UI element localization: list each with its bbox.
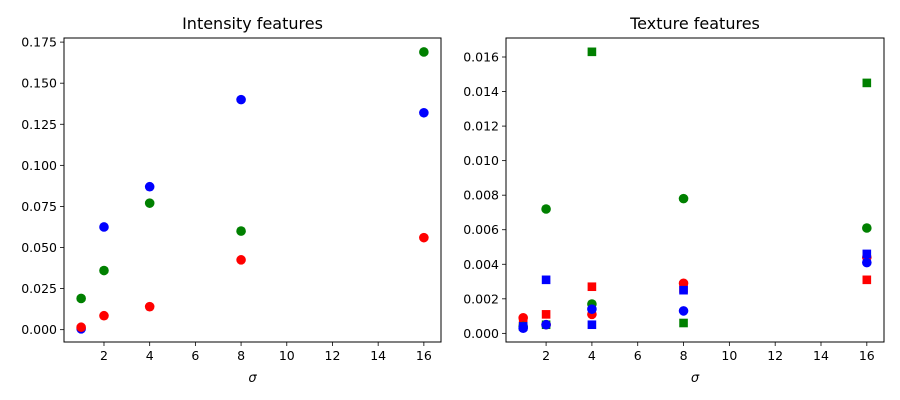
- data-point-square: [862, 275, 872, 285]
- data-point: [419, 47, 429, 57]
- y-tick-label: 0.075: [21, 199, 57, 214]
- data-point: [76, 322, 86, 333]
- chart-title: Intensity features: [182, 14, 323, 33]
- x-tick-label: 14: [370, 348, 386, 363]
- data-point: [541, 204, 551, 214]
- data-point-square: [587, 282, 597, 292]
- data-point: [678, 306, 689, 316]
- data-point-square: [679, 318, 688, 328]
- x-tick-label: 4: [146, 348, 154, 363]
- x-tick-label: 14: [813, 348, 829, 363]
- data-point: [144, 301, 155, 312]
- y-tick-label: 0.175: [21, 35, 57, 50]
- data-point: [99, 310, 109, 321]
- y-tick-label: 0.000: [21, 322, 57, 337]
- data-point-square: [587, 320, 597, 330]
- data-point-square: [541, 310, 551, 319]
- data-point: [236, 255, 246, 265]
- y-tick-label: 0.004: [463, 257, 499, 272]
- x-tick-label: 8: [237, 348, 245, 363]
- data-point: [678, 193, 689, 204]
- data-point-square: [862, 249, 872, 259]
- data-point: [862, 257, 872, 268]
- y-tick-label: 0.125: [21, 117, 57, 132]
- x-tick-label: 2: [100, 348, 108, 363]
- data-point: [144, 198, 155, 208]
- y-tick-label: 0.002: [463, 291, 499, 306]
- x-tick-label: 16: [859, 348, 875, 363]
- data-point: [144, 181, 155, 192]
- y-tick-label: 0.150: [21, 76, 57, 91]
- data-point-square: [587, 47, 597, 57]
- y-tick-label: 0.000: [463, 326, 499, 341]
- plot-frame: [505, 37, 885, 343]
- data-point: [99, 265, 109, 276]
- data-point: [419, 107, 429, 118]
- intensity-features-chart: Intensity features σ 2 4 6 8 10 12 14 16 0.000 0.…: [21, 14, 442, 386]
- x-tick-label: 12: [767, 348, 783, 363]
- x-tick-label: 10: [721, 348, 737, 363]
- x-tick-label: 4: [588, 348, 596, 363]
- y-tick-label: 0.006: [463, 222, 499, 237]
- data-point-square: [518, 322, 528, 331]
- x-tick-label: 6: [634, 348, 642, 363]
- y-tick-label: 0.010: [463, 153, 499, 168]
- y-tick-label: 0.050: [21, 240, 57, 255]
- y-tick-label: 0.100: [21, 158, 57, 173]
- data-point: [862, 223, 872, 233]
- y-tick-label: 0.016: [463, 50, 499, 65]
- plot-frame: [63, 37, 442, 343]
- x-tick-label: 12: [325, 348, 341, 363]
- x-axis-label: σ: [691, 371, 700, 386]
- x-axis-label: σ: [248, 371, 257, 386]
- data-point: [236, 94, 246, 105]
- y-tick-label: 0.008: [463, 188, 499, 203]
- data-point: [541, 319, 551, 330]
- x-tick-label: 16: [416, 348, 432, 363]
- data-point-square: [679, 285, 688, 295]
- x-tick-label: 6: [191, 348, 199, 363]
- data-point-square: [862, 78, 872, 88]
- x-tick-label: 2: [542, 348, 550, 363]
- texture-features-chart: Texture features σ 2 4 6 8 10 12 14 16 0.000 0.00…: [463, 14, 885, 386]
- x-tick-label: 10: [279, 348, 295, 363]
- x-tick-label: 8: [680, 348, 688, 363]
- y-tick-label: 0.012: [463, 119, 499, 134]
- data-point: [99, 222, 109, 232]
- y-tick-label: 0.014: [463, 84, 499, 99]
- data-point: [587, 304, 597, 314]
- y-tick-label: 0.025: [21, 281, 57, 296]
- data-point: [236, 226, 246, 236]
- data-point: [419, 232, 429, 243]
- chart-title: Texture features: [629, 14, 760, 33]
- data-point-square: [541, 275, 551, 285]
- data-point: [76, 293, 86, 304]
